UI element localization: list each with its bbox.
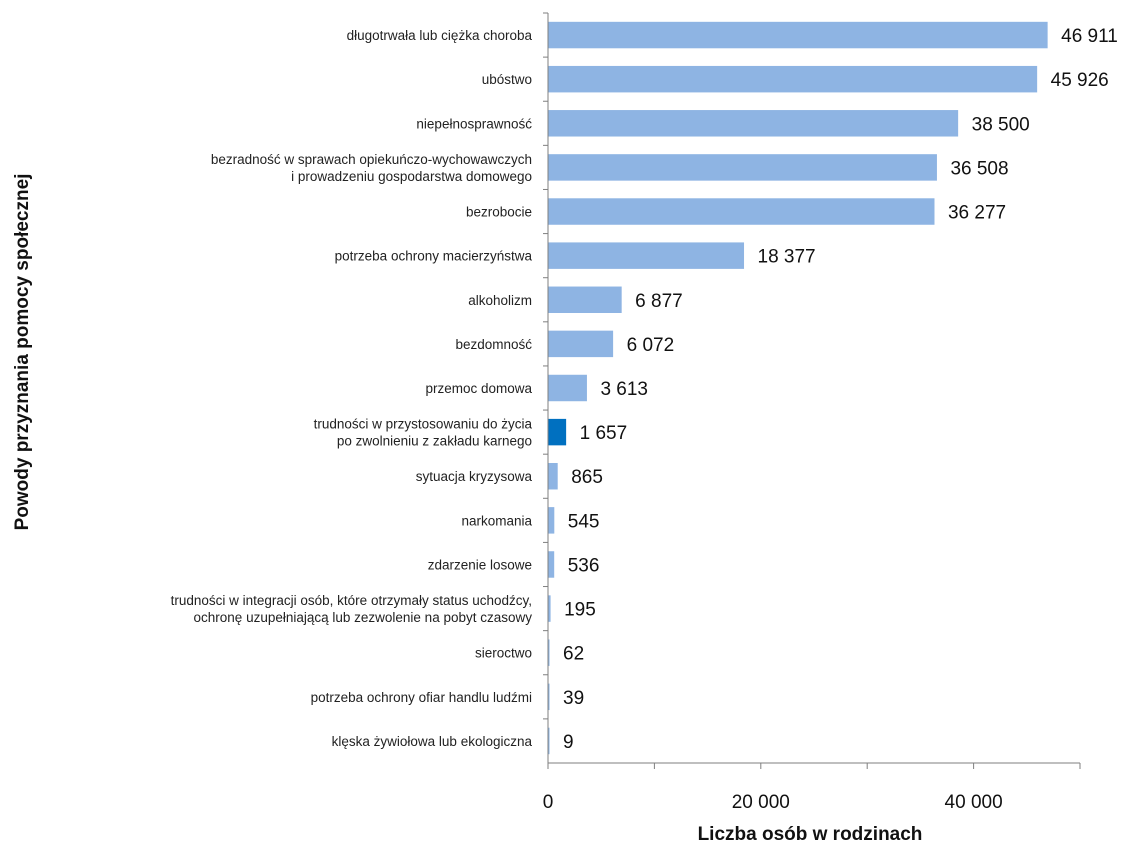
category-label-8-0: przemoc domowa <box>425 381 532 396</box>
bar-9 <box>548 418 567 446</box>
value-label-10: 865 <box>571 467 603 488</box>
value-label-12: 536 <box>568 555 600 576</box>
category-label-1-0: ubóstwo <box>482 72 532 87</box>
bar-16 <box>548 727 550 755</box>
bar-4 <box>548 198 935 225</box>
bar-13 <box>548 595 551 622</box>
bar-10 <box>548 463 558 490</box>
x-tick-label-1: 20 000 <box>732 792 790 813</box>
value-labels: 46 911 45 926 38 500 36 508 36 277 18 377 6 87… <box>563 26 1118 753</box>
value-label-16: 9 <box>563 732 574 753</box>
category-label-10-0: sytuacja kryzysowa <box>416 469 533 484</box>
category-label-5-0: potrzeba ochrony macierzyństwa <box>335 249 533 264</box>
category-label-7-0: bezdomność <box>455 337 532 352</box>
value-label-2: 38 500 <box>972 114 1030 135</box>
category-label-6-0: alkoholizm <box>468 293 532 308</box>
value-label-11: 545 <box>568 511 600 532</box>
bars-layer <box>548 21 1048 755</box>
value-label-7: 6 072 <box>627 335 675 356</box>
bar-5 <box>548 242 745 269</box>
bar-12 <box>548 551 555 578</box>
category-label-9-1: po zwolnieniu z zakładu karnego <box>337 434 532 449</box>
value-label-13: 195 <box>564 600 596 621</box>
bar-6 <box>548 286 622 313</box>
category-label-9-0: trudności w przystosowaniu do życia <box>314 417 533 432</box>
x-tick-label-2: 40 000 <box>945 792 1003 813</box>
y-axis-title: Powody przyznania pomocy społecznej <box>12 174 33 531</box>
category-label-13-0: trudności w integracji osób, które otrzy… <box>171 593 532 608</box>
value-label-6: 6 877 <box>635 291 683 312</box>
bar-1 <box>548 65 1038 93</box>
category-label-0-0: długotrwała lub ciężka choroba <box>347 28 533 43</box>
category-label-11-0: narkomania <box>461 513 532 528</box>
bar-14 <box>548 639 550 666</box>
bar-8 <box>548 374 587 402</box>
category-label-3-1: i prowadzeniu gospodarstwa domowego <box>291 169 532 184</box>
value-label-3: 36 508 <box>950 158 1008 179</box>
value-label-9: 1 657 <box>580 423 628 444</box>
bar-0 <box>548 21 1048 49</box>
category-label-12-0: zdarzenie losowe <box>428 557 532 572</box>
category-label-15-0: potrzeba ochrony ofiar handlu ludźmi <box>311 690 532 705</box>
category-labels: długotrwała lub ciężka choroba ubóstwo nie… <box>171 28 533 749</box>
bar-11 <box>548 507 555 534</box>
value-label-8: 3 613 <box>600 379 648 400</box>
category-label-3-0: bezradność w sprawach opiekuńczo-wychowa… <box>211 152 532 167</box>
bar-15 <box>548 683 550 711</box>
category-label-13-1: ochronę uzupełniającą lub zezwolenie na … <box>194 610 533 625</box>
bar-3 <box>548 154 937 181</box>
bar-2 <box>548 110 959 137</box>
value-label-14: 62 <box>563 644 584 665</box>
x-axis-ticks: 0 20 000 40 000 <box>543 12 1081 813</box>
value-label-4: 36 277 <box>948 203 1006 224</box>
value-label-5: 18 377 <box>758 247 816 268</box>
category-label-16-0: klęska żywiołowa lub ekologiczna <box>332 734 533 749</box>
x-axis-title: Liczba osób w rodzinach <box>698 824 923 845</box>
value-label-1: 45 926 <box>1051 70 1109 91</box>
bar-7 <box>548 330 614 358</box>
value-label-0: 46 911 <box>1061 26 1118 47</box>
category-label-4-0: bezrobocie <box>466 205 532 220</box>
value-label-15: 39 <box>563 688 584 709</box>
x-tick-label-0: 0 <box>543 792 554 813</box>
category-label-2-0: niepełnosprawność <box>416 116 532 131</box>
category-label-14-0: sieroctwo <box>475 646 532 661</box>
